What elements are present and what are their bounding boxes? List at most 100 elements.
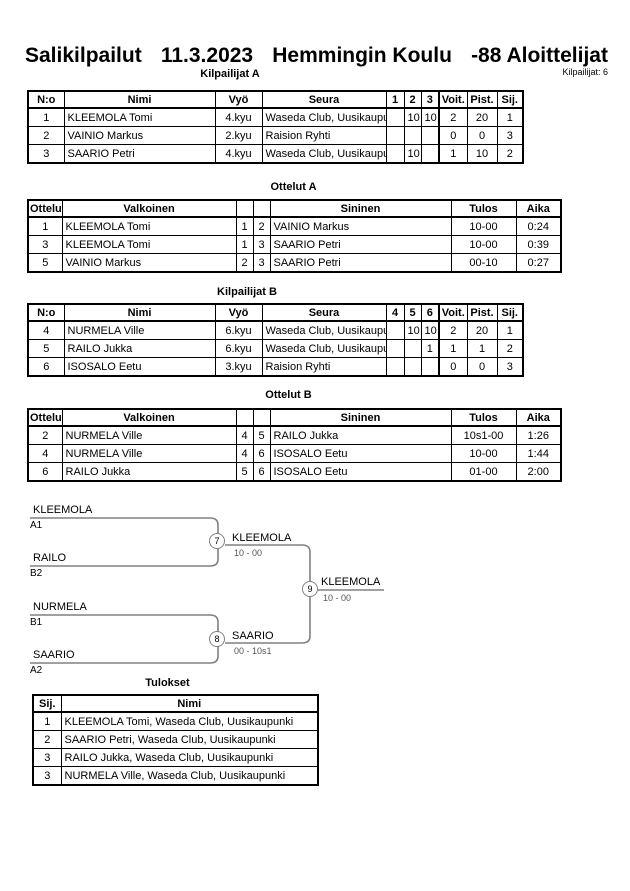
cell: [403, 339, 422, 358]
cell: 1:44: [515, 444, 562, 463]
table-row: 6 RAILO Jukka 5 6 ISOSALO Eetu 01-00 2:0…: [27, 462, 562, 482]
cell: VAINIO Markus: [63, 126, 216, 145]
cell: 20: [466, 107, 498, 127]
cell: 2: [496, 144, 524, 164]
header-cell: 6: [420, 303, 440, 322]
header-cell: N:o: [27, 90, 65, 109]
cell: 10: [403, 144, 422, 164]
cell: ISOSALO Eetu: [63, 357, 216, 377]
table-row: 6 ISOSALO Eetu 3.kyu Raision Ryhti 0 0 3: [27, 357, 524, 377]
header-cell: 2: [403, 90, 422, 109]
table-row: 2 VAINIO Markus 2.kyu Raision Ryhti 0 0 …: [27, 126, 524, 145]
tulokset-table: Sij. Nimi 1 KLEEMOLA Tomi, Waseda Club, …: [32, 694, 319, 786]
cell: [385, 320, 405, 340]
header-cell: [235, 199, 254, 218]
kilpailijat-a-table: N:o Nimi Vyö Seura 1 2 3 Voit. Pist. Sij…: [27, 90, 524, 164]
header-cell: N:o: [27, 303, 65, 322]
table-row: 3 NURMELA Ville, Waseda Club, Uusikaupun…: [32, 766, 319, 786]
header-cell: Tulos: [450, 199, 517, 218]
cell: 10-00: [450, 216, 517, 236]
cell: NURMELA Ville: [61, 425, 237, 445]
cell: 0:24: [515, 216, 562, 236]
cell: 0: [438, 357, 468, 377]
table-row: 1 KLEEMOLA Tomi, Waseda Club, Uusikaupun…: [32, 711, 319, 731]
cell: 6: [27, 357, 65, 377]
section-title-ottelut-a: Ottelut A: [270, 181, 317, 193]
header-cell: Tulos: [450, 408, 517, 427]
table-row: 3 KLEEMOLA Tomi 1 3 SAARIO Petri 10-00 0…: [27, 235, 562, 254]
ottelut-b-table: Ottelu Valkoinen Sininen Tulos Aika 2 NU…: [27, 408, 562, 482]
header-cell: Pist.: [466, 303, 498, 322]
cell: ISOSALO Eetu: [269, 462, 452, 482]
kilpailijat-b-table: N:o Nimi Vyö Seura 4 5 6 Voit. Pist. Sij…: [27, 303, 524, 377]
cell: 2: [27, 126, 65, 145]
cell: 2: [496, 339, 524, 358]
table-row: 4 NURMELA Ville 4 6 ISOSALO Eetu 10-00 1…: [27, 444, 562, 463]
cell: RAILO Jukka: [269, 425, 452, 445]
cell: 1: [438, 144, 468, 164]
cell: 3: [27, 235, 63, 254]
cell: 3: [252, 253, 271, 273]
cell: 2: [252, 216, 271, 236]
header-cell: [252, 199, 271, 218]
header-cell: Vyö: [214, 90, 263, 109]
cell: RAILO Jukka, Waseda Club, Uusikaupunki: [60, 748, 319, 767]
ottelut-a-table: Ottelu Valkoinen Sininen Tulos Aika 1 KL…: [27, 199, 562, 273]
table-header-row: Ottelu Valkoinen Sininen Tulos Aika: [27, 199, 562, 218]
cell: 3: [32, 766, 62, 786]
header-cell: Sij.: [496, 303, 524, 322]
match-number-badge: 7: [209, 533, 225, 549]
cell: 1: [466, 339, 498, 358]
header-cell: 1: [385, 90, 405, 109]
header-cell: Sininen: [269, 199, 452, 218]
cell: [385, 144, 405, 164]
cell: 6.kyu: [214, 320, 263, 340]
cell: KLEEMOLA Tomi: [61, 235, 237, 254]
cell: 1: [420, 339, 440, 358]
table-header-row: N:o Nimi Vyö Seura 4 5 6 Voit. Pist. Sij…: [27, 303, 524, 322]
section-title-tulokset: Tulokset: [145, 677, 190, 689]
cell: 10-00: [450, 235, 517, 254]
cell: [403, 126, 422, 145]
page-title: Salikilpailut 11.3.2023 Hemmingin Koulu …: [25, 44, 608, 68]
cell: [403, 357, 422, 377]
bracket-winner-name: KLEEMOLA: [321, 576, 381, 588]
bracket-seed-label: A1: [30, 520, 43, 531]
cell: 1:26: [515, 425, 562, 445]
table-row: 2 NURMELA Ville 4 5 RAILO Jukka 10s1-00 …: [27, 425, 562, 445]
match-number-badge: 9: [302, 581, 318, 597]
title-category: -88 Aloittelijat: [471, 44, 608, 67]
bracket-match-score: 00 - 10s1: [234, 646, 272, 656]
bracket-player-name: RAILO: [33, 552, 67, 564]
cell: KLEEMOLA Tomi: [63, 107, 216, 127]
cell: 4: [235, 425, 254, 445]
cell: VAINIO Markus: [269, 216, 452, 236]
section-title-ottelut-b: Ottelut B: [265, 389, 312, 401]
cell: 10s1-00: [450, 425, 517, 445]
cell: 10: [403, 320, 422, 340]
header-cell: 3: [420, 90, 440, 109]
header-cell: 5: [403, 303, 422, 322]
cell: 0: [438, 126, 468, 145]
cell: KLEEMOLA Tomi, Waseda Club, Uusikaupunki: [60, 711, 319, 731]
cell: KLEEMOLA Tomi: [61, 216, 237, 236]
cell: Raision Ryhti: [261, 357, 387, 377]
table-row: 1 KLEEMOLA Tomi 1 2 VAINIO Markus 10-00 …: [27, 216, 562, 236]
cell: 0:27: [515, 253, 562, 273]
cell: 1: [27, 107, 65, 127]
cell: [385, 339, 405, 358]
cell: 1: [235, 235, 254, 254]
cell: SAARIO Petri: [269, 253, 452, 273]
cell: [420, 357, 440, 377]
header-cell: Nimi: [60, 694, 319, 713]
cell: SAARIO Petri, Waseda Club, Uusikaupunki: [60, 730, 319, 749]
cell: RAILO Jukka: [61, 462, 237, 482]
header-cell: Aika: [515, 199, 562, 218]
cell: 4.kyu: [214, 144, 263, 164]
table-row: 2 SAARIO Petri, Waseda Club, Uusikaupunk…: [32, 730, 319, 749]
cell: 4: [27, 320, 65, 340]
cell: 10: [420, 320, 440, 340]
cell: 2: [27, 425, 63, 445]
cell: 3: [496, 357, 524, 377]
